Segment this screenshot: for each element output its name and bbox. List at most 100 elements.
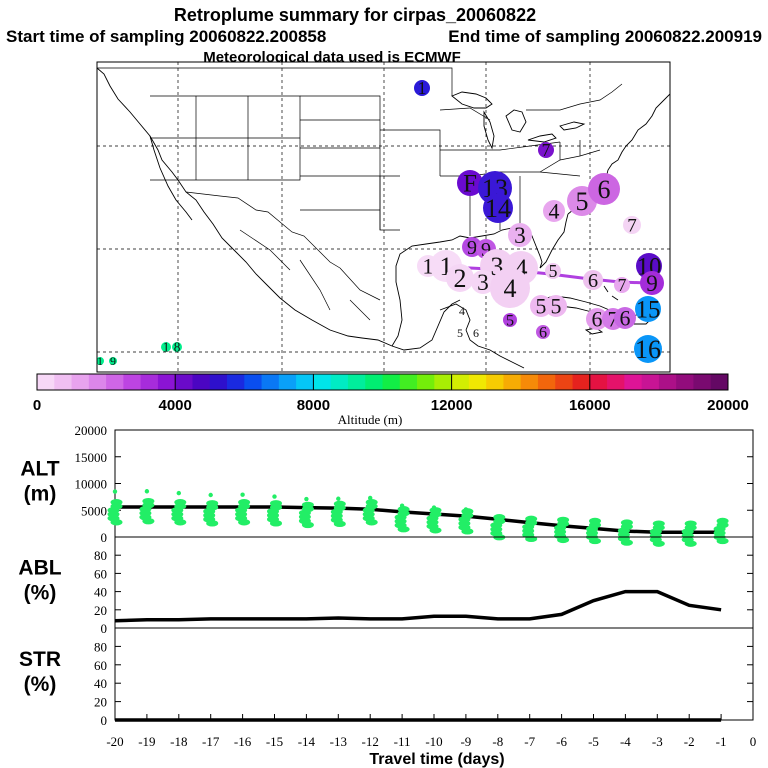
xtick-label-1: -19 (138, 734, 155, 749)
scatter-point-high (399, 503, 405, 508)
ytick-label-alt-1: 5000 (81, 503, 107, 518)
scatter-point-high (176, 490, 181, 496)
scatter-point (589, 517, 601, 525)
coastlines (97, 67, 670, 369)
plume-marker-24 (583, 270, 603, 290)
colorbar-tick-3: 12000 (431, 397, 473, 414)
colorbar-cell-29 (537, 374, 556, 390)
scatter-point (110, 499, 123, 506)
panel-label-str-1: (%) (24, 673, 57, 696)
colorbar-cell-0 (37, 374, 55, 390)
colorbar-cell-25 (468, 374, 487, 390)
scatter-cluster-0 (107, 489, 123, 526)
colorbar-cell-36 (658, 374, 677, 390)
plume-marker-37 (503, 313, 517, 327)
colorbar-cell-24 (451, 374, 470, 390)
xtick-label-5: -15 (266, 734, 283, 749)
panel-label-abl-1: (%) (24, 582, 57, 605)
plume-marker-0 (97, 357, 104, 365)
colorbar-cell-39 (710, 374, 729, 390)
xtick-label-7: -13 (330, 734, 347, 749)
scatter-point (365, 519, 378, 526)
plume-marker-4 (414, 80, 430, 96)
scatter-point (397, 526, 410, 533)
scatter-point (142, 517, 155, 525)
ytick-label-alt-4: 20000 (75, 423, 108, 438)
colorbar-cell-1 (54, 374, 72, 390)
panel-label-alt-1: (m) (24, 483, 57, 506)
plume-marker-label-30: 5 (551, 294, 562, 319)
x-axis-ticks: -20 -19 -18 -17 -16 -15 -14 -13 -12 -11 -10 -9 -8 -7-… (106, 714, 756, 749)
scatter-cluster-3 (203, 492, 219, 527)
plume-marker-12 (623, 216, 641, 234)
ytick-label-str-1: 20 (94, 695, 107, 710)
plume-marker-23 (545, 263, 561, 279)
ytick-label-alt-3: 15000 (75, 450, 108, 465)
plume-marker-label-29: 5 (536, 294, 547, 319)
figure-title: Retroplume summary for cirpas_20060822 (174, 5, 536, 25)
xtick-label-11: -9 (460, 734, 471, 749)
map-background (97, 62, 670, 372)
plume-marker-label-15: 9 (481, 239, 491, 261)
ytick-label-abl-3: 60 (94, 566, 107, 581)
x-axis-label: Travel time (days) (369, 751, 504, 768)
scatter-point-high (431, 505, 437, 510)
scatter-point (620, 519, 633, 526)
xtick-label-16: -4 (620, 734, 631, 749)
scatter-point (493, 514, 506, 521)
ytick-label-abl-4: 80 (94, 548, 107, 563)
scatter-point (174, 499, 187, 506)
scatter-point (620, 539, 633, 546)
scatter-point-high (336, 496, 341, 501)
scatter-point-high (272, 494, 277, 499)
xtick-label-8: -12 (362, 734, 379, 749)
plume-marker-31 (586, 308, 608, 330)
time-series-panels: 05000100001500020000ALT(m)020406080ABL(%… (18, 423, 756, 749)
colorbar-cell-28 (520, 374, 539, 390)
plume-marker-label-16: 1 (423, 254, 434, 279)
plume-marker-label-23: 5 (549, 261, 558, 281)
ytick-label-alt-0: 0 (101, 530, 108, 545)
colorbar-tick-4: 16000 (569, 397, 611, 414)
panel-abl: 0 20 40 60 80 ABL(%) (18, 536, 754, 636)
plume-marker-label-11: 6 (598, 175, 611, 204)
start-time-label: Start time of sampling 20060822.200858 (6, 27, 326, 46)
plume-marker-39 (634, 335, 662, 363)
xtick-label-17: -3 (652, 734, 663, 749)
scatter-cluster-13 (522, 515, 538, 543)
xtick-label-14: -6 (556, 734, 567, 749)
plume-marker-label-24: 6 (588, 270, 598, 292)
colorbar-cell-9 (192, 374, 211, 390)
plume-marker-label-36: 6 (473, 326, 479, 340)
altitude-colorbar: 0 4000 8000 12000 16000 20000 Altitude (m) (33, 373, 749, 427)
colorbar-cell-16 (313, 374, 332, 390)
scatter-cluster-19 (713, 517, 729, 545)
ytick-label-abl-1: 20 (94, 603, 107, 618)
plume-marker-label-32: 7 (608, 307, 619, 332)
ytick-label-str-0: 0 (101, 713, 108, 728)
colorbar-cell-3 (88, 374, 107, 390)
xtick-label-10: -10 (425, 734, 442, 749)
colorbar-cell-33 (607, 374, 625, 390)
colorbar-cell-14 (278, 374, 297, 390)
colorbar-cell-34 (624, 374, 643, 390)
scatter-point (110, 519, 123, 526)
scatter-point (461, 528, 474, 535)
scatter-point (589, 537, 601, 545)
plume-marker-33 (614, 307, 636, 329)
scatter-point (238, 519, 251, 526)
colorbar-cell-38 (693, 374, 712, 390)
colorbar-cell-2 (71, 374, 90, 390)
plume-marker-label-2: 1 (163, 340, 170, 355)
plume-marker-label-22: 4 (504, 274, 517, 303)
scatter-point (206, 520, 219, 527)
plume-marker-38 (536, 325, 550, 339)
scatter-point (557, 536, 570, 544)
plume-marker-28 (635, 296, 661, 322)
panel-label-alt-0: ALT (20, 458, 59, 481)
colorbar-cell-23 (434, 374, 452, 390)
xtick-label-0: -20 (106, 734, 123, 749)
